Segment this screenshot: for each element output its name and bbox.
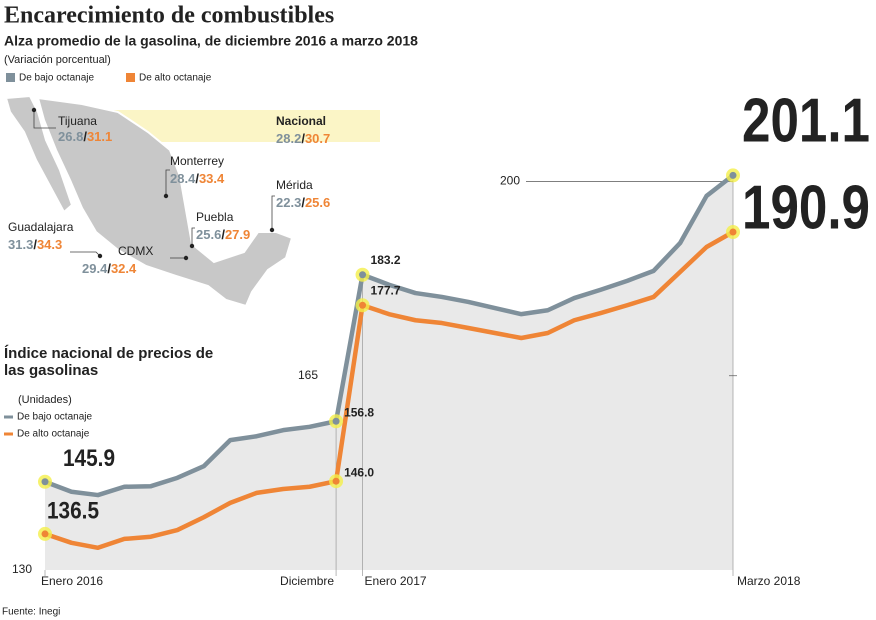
note: (Variación porcentual): [4, 54, 111, 66]
separator: /: [33, 237, 37, 252]
city-dot: [183, 255, 189, 261]
series-line: [44, 173, 735, 498]
line-chart: Enero 2016 Diciembre Enero 2017 Marzo 2018 1…: [4, 86, 870, 588]
low-value: 26.8: [58, 129, 83, 144]
legend-label: De bajo octanaje: [17, 412, 92, 423]
region-name: Nacional: [276, 114, 326, 128]
separator: /: [301, 131, 305, 146]
high-value: 32.4: [111, 261, 137, 276]
region-name: Mérida: [276, 178, 313, 192]
city-dot: [163, 193, 169, 199]
region-name: Tijuana: [58, 114, 97, 128]
high-value: 27.9: [225, 227, 250, 242]
leader: [70, 251, 101, 257]
leader: [191, 227, 195, 246]
legend-swatch: [126, 73, 135, 82]
subtitle: Alza promedio de la gasolina, de diciemb…: [4, 33, 418, 49]
high-value: 25.6: [305, 195, 330, 210]
leader: [33, 110, 56, 129]
point: [729, 228, 737, 236]
point: [729, 171, 737, 179]
value-label: 183.2: [371, 253, 401, 267]
city-dot: [31, 107, 37, 113]
region-values: 28.4/33.4: [170, 171, 225, 186]
x-tick-label: Enero 2016: [41, 574, 103, 588]
region-name: CDMX: [118, 244, 153, 258]
title: Encarecimiento de combustibles: [4, 3, 334, 29]
value-label-big: 136.5: [47, 497, 99, 524]
region-values: 25.6/27.9: [196, 227, 250, 242]
y-tick-label: 200: [500, 174, 520, 188]
point: [359, 301, 367, 309]
legend-label: De bajo octanaje: [19, 73, 94, 84]
point: [332, 417, 340, 425]
city-dots: [31, 107, 275, 261]
region-name: Guadalajara: [8, 220, 74, 234]
legend-label: De alto octanaje: [139, 73, 212, 84]
value-label-big: 190.9: [742, 173, 870, 242]
value-label-big: 145.9: [63, 445, 115, 472]
map-baja: [4, 94, 74, 214]
region-values: 22.3/25.6: [276, 195, 330, 210]
low-value: 28.4: [170, 171, 196, 186]
point: [332, 477, 340, 485]
city-dot: [269, 227, 275, 233]
x-tick-label: Marzo 2018: [737, 574, 801, 588]
value-label: 146.0: [344, 465, 374, 479]
low-value: 25.6: [196, 227, 221, 242]
area-fill: [45, 175, 733, 570]
y-tick-label: 165: [298, 368, 318, 382]
separator: /: [221, 227, 225, 242]
value-label: 177.7: [371, 283, 401, 297]
city-dot: [97, 253, 103, 259]
point: [359, 271, 367, 279]
high-value: 30.7: [305, 131, 330, 146]
point: [41, 530, 49, 538]
map-mainland: [36, 96, 294, 308]
region-values: 28.2/30.7: [276, 131, 330, 146]
low-value: 31.3: [8, 237, 33, 252]
region-values: 29.4/32.4: [82, 261, 137, 276]
leader: [165, 169, 170, 196]
legend-label: De alto octanaje: [17, 429, 90, 440]
legend-swatch: [6, 73, 15, 82]
city-dot: [189, 243, 195, 249]
high-value: 34.3: [37, 237, 62, 252]
source: Fuente: Inegi: [2, 607, 60, 618]
value-label: 156.8: [344, 405, 374, 419]
separator: /: [301, 195, 305, 210]
low-value: 28.2: [276, 131, 301, 146]
region-values: 26.8/31.1: [58, 129, 112, 144]
region-name: Monterrey: [170, 154, 224, 168]
low-value: 29.4: [82, 261, 108, 276]
high-value: 33.4: [199, 171, 225, 186]
chart-title: Índice nacional de precios de las gasoli…: [4, 345, 214, 379]
series-line: [44, 230, 735, 551]
separator: /: [195, 171, 199, 186]
value-label-big: 201.1: [742, 86, 870, 155]
high-value: 31.1: [87, 129, 112, 144]
x-tick-label: Diciembre: [280, 574, 334, 588]
map-labels: Tijuana26.8/31.1Nacional28.2/30.7Monterr…: [8, 114, 330, 276]
chart-subtitle: (Unidades): [18, 394, 72, 406]
point: [41, 478, 49, 486]
y-tick-label: 130: [12, 562, 32, 576]
separator: /: [83, 129, 87, 144]
region-values: 31.3/34.3: [8, 237, 62, 252]
low-value: 22.3: [276, 195, 301, 210]
x-tick-label: Enero 2017: [365, 574, 427, 588]
region-name: Puebla: [196, 210, 234, 224]
leader: [271, 195, 275, 230]
separator: /: [107, 261, 111, 276]
